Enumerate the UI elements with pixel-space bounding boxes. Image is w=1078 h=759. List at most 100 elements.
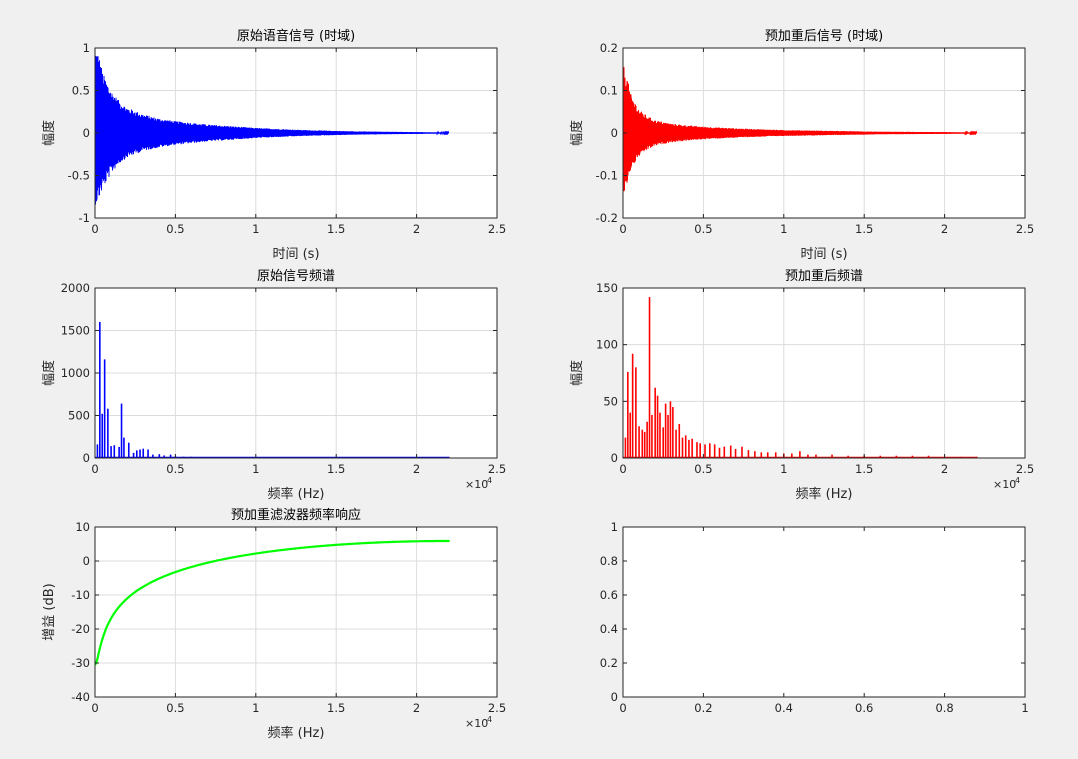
y-tick-label: 1: [83, 41, 90, 55]
x-tick-label: 0: [619, 462, 626, 476]
x-tick-label: 2: [413, 462, 420, 476]
y-axis-title: 幅度: [569, 360, 585, 386]
y-tick-label: 0: [83, 554, 90, 568]
series-原始信号: [95, 55, 449, 205]
x-tick-label: 2: [941, 462, 948, 476]
x-tick-label: 0: [619, 701, 626, 715]
y-tick-label: -1: [79, 211, 90, 225]
x-tick-label: 0: [91, 701, 98, 715]
x-tick-label: 2.5: [1016, 462, 1034, 476]
plot-area: [623, 288, 1025, 458]
y-tick-label: -0.5: [68, 169, 90, 183]
y-tick-label: 0: [611, 451, 618, 465]
data-layer: [95, 55, 449, 205]
x-tick-label: 1.5: [327, 462, 345, 476]
x-tick-label: 0.8: [935, 701, 953, 715]
x-tick-label: 0.4: [775, 701, 793, 715]
x-tick-label: 1: [780, 462, 787, 476]
x-tick-label: 2: [413, 701, 420, 715]
y-tick-label: 50: [603, 394, 618, 408]
y-tick-label: -10: [71, 588, 90, 602]
x-tick-label: 1: [1021, 701, 1028, 715]
y-axis-title: 幅度: [569, 120, 585, 146]
subplot-filter_resp: 0 0.5 1 1.5 2 2.5 -40 -30 -20 -10 0 10 ×104 预加重滤波器频率响…: [42, 507, 506, 741]
x-tick-label: 2: [413, 222, 420, 236]
y-tick-label: 1500: [61, 324, 90, 338]
plot-title: 预加重后信号 (时域): [765, 28, 883, 44]
x-tick-label: 1.5: [855, 462, 873, 476]
y-tick-label: -0.2: [596, 211, 618, 225]
x-tick-label: 1.5: [327, 701, 345, 715]
x-axis-title: 时间 (s): [272, 247, 319, 262]
x-tick-label: 1.5: [327, 222, 345, 236]
x-tick-label: 2.5: [488, 462, 506, 476]
x-tick-label: 2.5: [488, 701, 506, 715]
y-tick-label: 0: [83, 451, 90, 465]
x-exponent-power: 4: [1015, 476, 1020, 485]
plot-title: 预加重滤波器频率响应: [231, 507, 361, 523]
y-tick-label: 0.6: [600, 588, 618, 602]
y-tick-label: 100: [596, 338, 618, 352]
y-tick-label: 0: [83, 126, 90, 140]
plot-title: 原始信号频谱: [257, 269, 335, 284]
y-tick-label: 1000: [61, 366, 90, 380]
y-tick-label: -40: [71, 690, 90, 704]
y-tick-label: 10: [75, 520, 90, 534]
subplot-pre_time: 0 0.5 1 1.5 2 2.5 -0.2 -0.1 0 0.1 0.2 预加重后信号 (时域) 时间…: [569, 28, 1034, 262]
plot-area: [623, 527, 1025, 697]
axes-box: [94, 526, 498, 698]
y-tick-label: 0.5: [72, 84, 90, 98]
subplot-orig_spec: 0 0.5 1 1.5 2 2.5 0 500 1000 1500 2000 ×104 原始信号频谱频率…: [41, 269, 506, 502]
x-tick-label: 1: [252, 462, 259, 476]
axes-box: [622, 287, 1026, 459]
plot-title: 原始语音信号 (时域): [237, 28, 355, 44]
series-预加重信号: [623, 67, 977, 197]
y-tick-label: 0.4: [600, 622, 618, 636]
x-tick-label: 0.5: [166, 222, 184, 236]
y-axis-title: 幅度: [41, 120, 57, 146]
y-tick-label: 0.2: [600, 656, 618, 670]
data-layer: [623, 67, 977, 197]
y-tick-label: 500: [68, 409, 90, 423]
y-tick-label: 0.2: [600, 41, 618, 55]
x-tick-label: 0.5: [694, 462, 712, 476]
x-tick-label: 1: [780, 222, 787, 236]
subplot-orig_time: 0 0.5 1 1.5 2 2.5 -1 -0.5 0 0.5 1 原始语音信号 (时域) 时间 (s)…: [41, 28, 506, 262]
x-exponent-label: ×10: [993, 478, 1016, 491]
x-tick-label: 1.5: [855, 222, 873, 236]
y-tick-label: 1: [611, 520, 618, 534]
plot-title: 预加重后频谱: [785, 268, 863, 284]
axes-box: [622, 526, 1026, 698]
y-tick-label: -0.1: [596, 169, 618, 183]
x-tick-label: 1: [252, 701, 259, 715]
x-axis-title: 频率 (Hz): [268, 486, 325, 502]
x-tick-label: 2.5: [488, 222, 506, 236]
x-tick-label: 1: [252, 222, 259, 236]
x-exponent-label: ×10: [465, 478, 488, 491]
x-tick-label: 0: [91, 222, 98, 236]
x-tick-label: 2.5: [1016, 222, 1034, 236]
y-tick-label: -30: [71, 656, 90, 670]
x-axis-title: 频率 (Hz): [268, 725, 325, 741]
y-tick-label: 0.1: [600, 84, 618, 98]
y-axis-title: 增益 (dB): [42, 583, 57, 640]
y-tick-label: 150: [596, 281, 618, 295]
x-tick-label: 0.5: [166, 462, 184, 476]
data-layer: [95, 539, 450, 666]
x-axis-title: 频率 (Hz): [796, 486, 853, 502]
x-tick-label: 0: [91, 462, 98, 476]
x-tick-label: 0.5: [694, 222, 712, 236]
series-H(f): [95, 539, 450, 666]
x-tick-label: 2: [941, 222, 948, 236]
x-tick-label: 0.2: [694, 701, 712, 715]
x-exponent-power: 4: [487, 715, 492, 724]
y-tick-label: 0.8: [600, 554, 618, 568]
plot-area: [95, 527, 497, 697]
y-tick-label: 2000: [61, 281, 90, 295]
y-axis-title: 幅度: [41, 360, 57, 386]
x-tick-label: 0.6: [855, 701, 873, 715]
x-axis-title: 时间 (s): [800, 247, 847, 262]
y-tick-label: 0: [611, 690, 618, 704]
